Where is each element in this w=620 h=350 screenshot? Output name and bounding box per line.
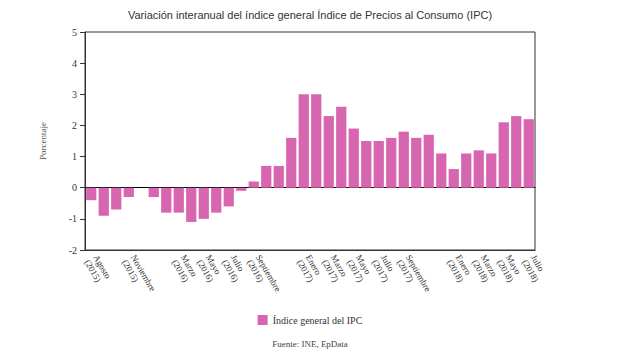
svg-text:0: 0 (72, 182, 77, 193)
svg-text:Mayo: Mayo (503, 253, 523, 277)
svg-text:(2017): (2017) (395, 258, 416, 284)
svg-text:Julio: Julio (228, 253, 247, 274)
svg-text:Septiembre: Septiembre (403, 253, 433, 294)
svg-text:Índice general del IPC: Índice general del IPC (273, 315, 363, 326)
svg-text:-2: -2 (69, 245, 77, 256)
svg-text:1: 1 (72, 151, 77, 162)
svg-text:Marzo: Marzo (178, 253, 200, 279)
svg-text:Marzo: Marzo (478, 253, 500, 279)
svg-text:(2015): (2015) (83, 258, 104, 284)
svg-text:(2018): (2018) (520, 258, 541, 284)
svg-text:-1: -1 (69, 213, 77, 224)
svg-text:(2016): (2016) (170, 258, 191, 284)
svg-text:(2017): (2017) (295, 258, 316, 284)
svg-text:Enero: Enero (303, 253, 324, 277)
svg-text:Julio: Julio (528, 253, 547, 274)
svg-text:Porcentaje: Porcentaje (38, 122, 48, 160)
svg-text:(2017): (2017) (370, 258, 391, 284)
svg-text:4: 4 (72, 58, 77, 69)
svg-text:(2016): (2016) (195, 258, 216, 284)
svg-text:Enero: Enero (453, 253, 474, 277)
svg-text:(2016): (2016) (245, 258, 266, 284)
svg-text:Julio: Julio (378, 253, 397, 274)
svg-text:(2017): (2017) (345, 258, 366, 284)
svg-text:(2015): (2015) (120, 258, 141, 284)
svg-text:(2018): (2018) (495, 258, 516, 284)
svg-text:Mayo: Mayo (203, 253, 223, 277)
svg-text:2: 2 (72, 120, 77, 131)
svg-text:Marzo: Marzo (328, 253, 350, 279)
svg-text:5: 5 (72, 27, 77, 38)
svg-text:(2018): (2018) (470, 258, 491, 284)
svg-text:Noviembre: Noviembre (128, 253, 158, 293)
svg-text:3: 3 (72, 89, 77, 100)
svg-text:(2016): (2016) (220, 258, 241, 284)
svg-text:Mayo: Mayo (353, 253, 373, 277)
svg-text:(2017): (2017) (320, 258, 341, 284)
svg-text:(2018): (2018) (445, 258, 466, 284)
svg-text:Agosto: Agosto (91, 253, 113, 281)
svg-text:Fuente: INE, EpData: Fuente: INE, EpData (272, 339, 348, 349)
svg-text:Septiembre: Septiembre (253, 253, 283, 294)
svg-text:Variación interanual del índic: Variación interanual del índice general … (128, 9, 492, 21)
